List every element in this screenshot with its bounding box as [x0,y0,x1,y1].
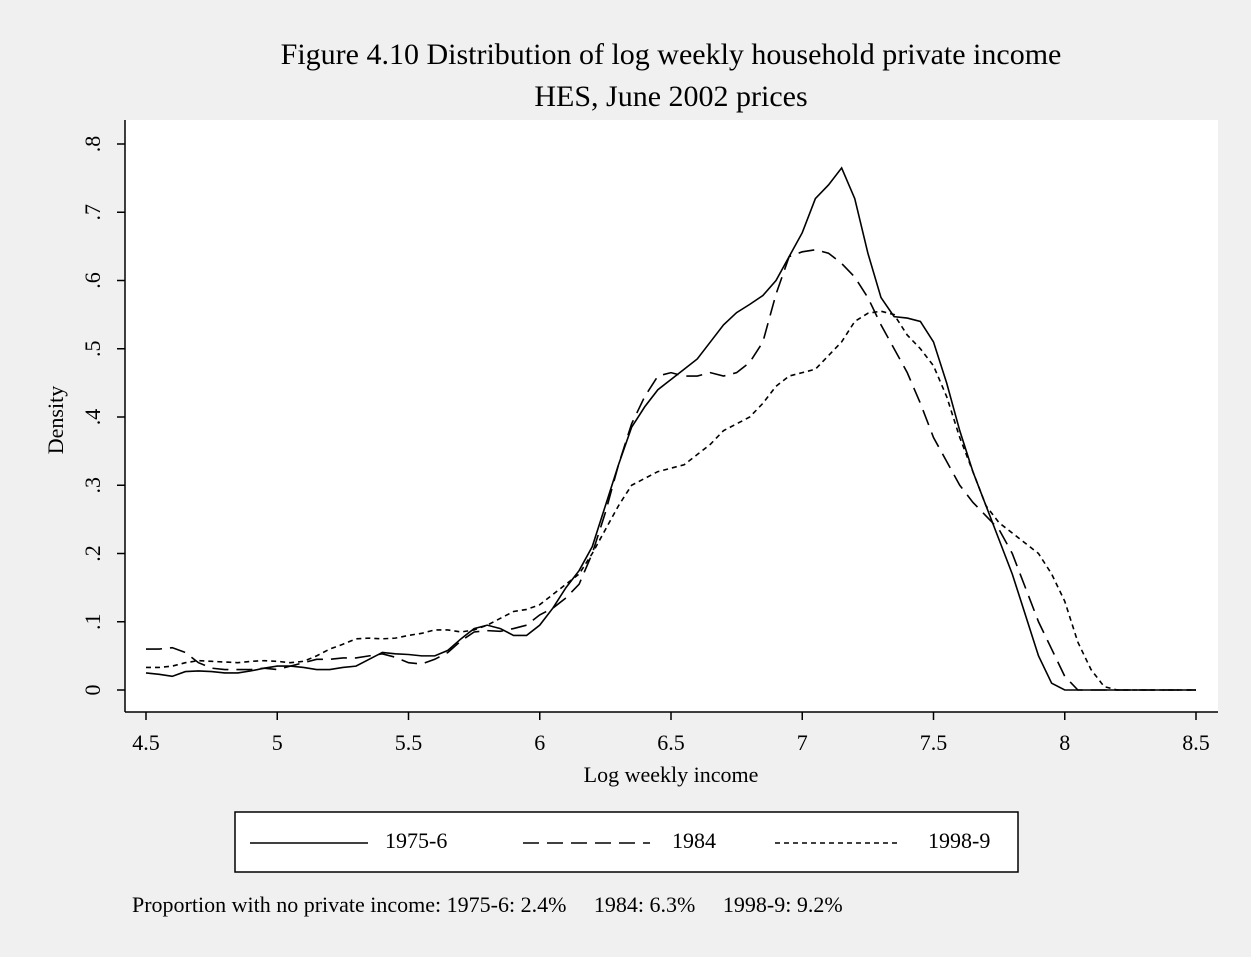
legend-label: 1975-6 [385,828,447,853]
x-tick-label: 7 [797,730,808,755]
y-tick-label: .7 [80,204,105,221]
x-tick-label: 4.5 [132,730,160,755]
chart-title: Figure 4.10 Distribution of log weekly h… [281,38,1062,71]
series-line [146,248,1196,691]
y-tick-label: 0 [80,685,105,696]
x-tick-label: 6 [534,730,545,755]
y-tick-label: .5 [80,341,105,358]
y-tick-label: .8 [80,136,105,153]
x-tick-label: 8 [1059,730,1070,755]
x-tick-label: 5.5 [395,730,423,755]
y-tick-label: .2 [80,545,105,562]
x-tick-label: 8.5 [1182,730,1210,755]
y-tick-label: .6 [80,272,105,289]
legend-label: 1998-9 [928,828,990,853]
x-tick-label: 5 [272,730,283,755]
y-tick-label: .3 [80,477,105,494]
plot-area [125,120,1218,712]
annotation: Proportion with no private income: 1975-… [132,892,843,917]
y-tick-label: .4 [80,409,105,426]
y-tick-label: .1 [80,614,105,631]
series-line [145,166,1196,691]
legend-label: 1984 [672,828,716,853]
x-tick-label: 6.5 [657,730,685,755]
y-axis-label: Density [43,386,68,454]
x-tick-label: 7.5 [920,730,948,755]
legend-box [234,811,1019,873]
chart-subtitle: HES, June 2002 prices [534,80,807,113]
x-axis-label: Log weekly income [584,762,759,787]
